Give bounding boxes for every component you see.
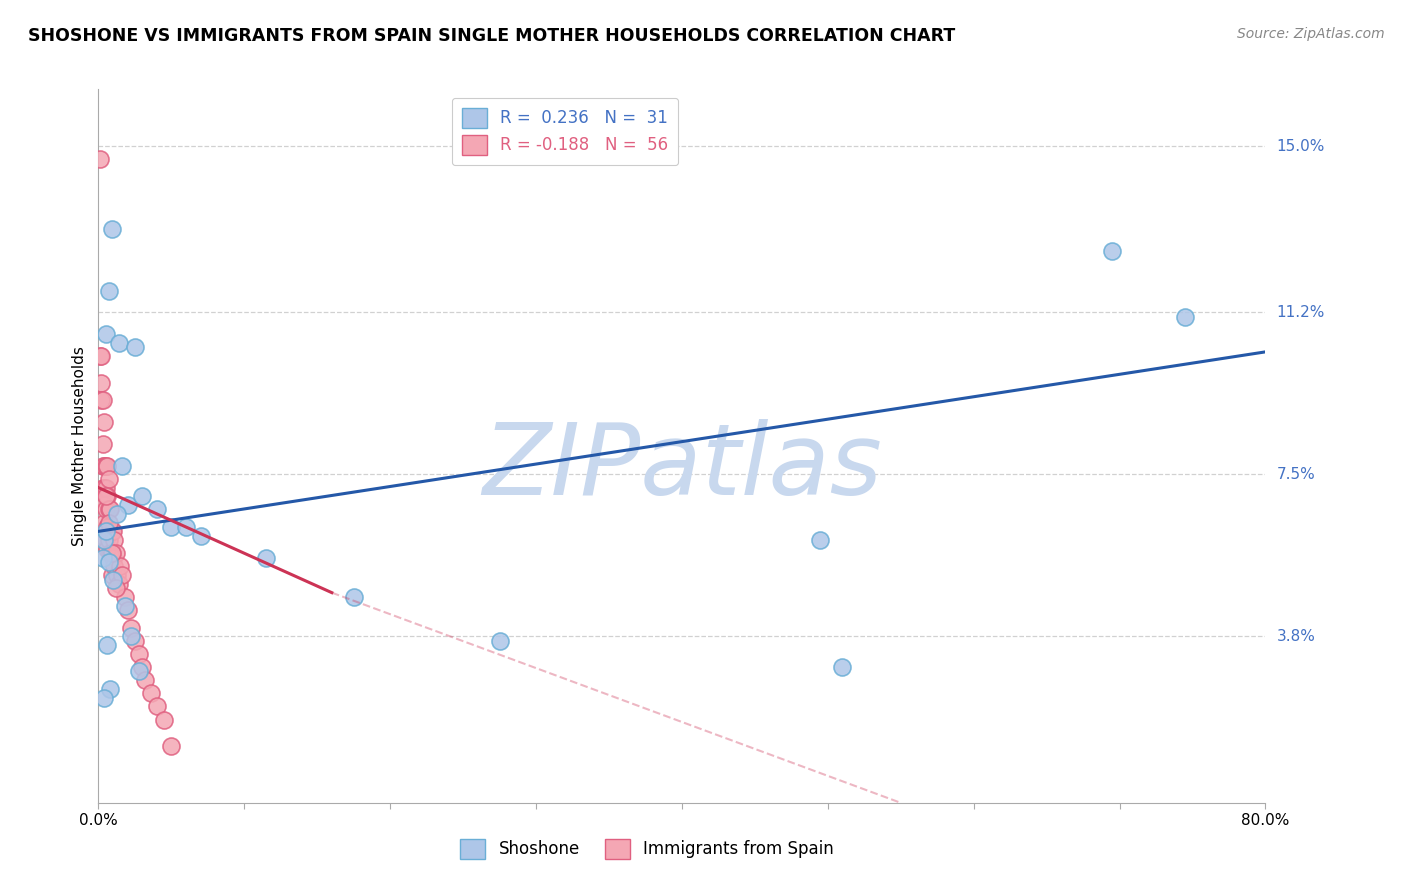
Point xyxy=(96,520,118,534)
Point xyxy=(98,502,121,516)
Point xyxy=(128,665,150,679)
Point xyxy=(93,458,115,473)
Point xyxy=(93,415,115,429)
Point xyxy=(97,284,120,298)
Point xyxy=(124,341,146,355)
Point xyxy=(94,533,117,548)
Point xyxy=(174,520,197,534)
Point xyxy=(117,603,139,617)
Point xyxy=(146,502,169,516)
Point xyxy=(100,222,122,236)
Point xyxy=(96,541,118,556)
Point xyxy=(103,533,125,548)
Point xyxy=(98,546,121,560)
Text: SHOSHONE VS IMMIGRANTS FROM SPAIN SINGLE MOTHER HOUSEHOLDS CORRELATION CHART: SHOSHONE VS IMMIGRANTS FROM SPAIN SINGLE… xyxy=(28,27,955,45)
Point xyxy=(104,582,127,596)
Point xyxy=(111,568,134,582)
Point xyxy=(134,673,156,688)
Point xyxy=(94,327,117,342)
Text: 7.5%: 7.5% xyxy=(1277,467,1315,482)
Point xyxy=(131,489,153,503)
Point xyxy=(190,529,212,543)
Point xyxy=(90,349,112,363)
Text: 11.2%: 11.2% xyxy=(1277,305,1324,320)
Point xyxy=(101,524,124,539)
Point xyxy=(91,550,114,565)
Point xyxy=(97,472,120,486)
Point xyxy=(101,573,124,587)
Point xyxy=(114,590,136,604)
Point xyxy=(104,546,127,560)
Point xyxy=(98,681,121,696)
Point xyxy=(128,647,150,661)
Point xyxy=(139,686,162,700)
Point xyxy=(254,550,277,565)
Point xyxy=(110,559,132,574)
Point xyxy=(101,550,124,565)
Point xyxy=(160,739,183,753)
Text: 3.8%: 3.8% xyxy=(1277,629,1316,644)
Point xyxy=(120,621,142,635)
Point xyxy=(96,458,118,473)
Point xyxy=(103,559,125,574)
Point xyxy=(93,533,115,548)
Point xyxy=(108,336,131,351)
Point xyxy=(97,555,120,569)
Text: Source: ZipAtlas.com: Source: ZipAtlas.com xyxy=(1237,27,1385,41)
Point xyxy=(96,638,118,652)
Point xyxy=(90,376,112,390)
Point xyxy=(93,481,115,495)
Point xyxy=(91,437,114,451)
Point xyxy=(93,516,115,530)
Point xyxy=(1101,244,1123,259)
Point xyxy=(89,349,111,363)
Point xyxy=(108,577,131,591)
Point xyxy=(94,502,117,516)
Y-axis label: Single Mother Households: Single Mother Households xyxy=(72,346,87,546)
Point xyxy=(105,507,128,521)
Point xyxy=(94,458,117,473)
Point xyxy=(97,516,120,530)
Point xyxy=(93,498,115,512)
Point xyxy=(488,633,510,648)
Point xyxy=(97,533,120,548)
Point xyxy=(111,458,134,473)
Point xyxy=(810,533,832,548)
Legend: Shoshone, Immigrants from Spain: Shoshone, Immigrants from Spain xyxy=(453,832,841,866)
Point xyxy=(1174,310,1197,324)
Point xyxy=(343,590,366,604)
Point xyxy=(146,699,169,714)
Point xyxy=(94,524,117,539)
Point xyxy=(91,392,114,407)
Point xyxy=(100,546,122,560)
Point xyxy=(94,481,117,495)
Point xyxy=(90,392,112,407)
Point xyxy=(100,524,122,539)
Point xyxy=(124,633,146,648)
Point xyxy=(97,502,120,516)
Point xyxy=(153,713,176,727)
Text: 15.0%: 15.0% xyxy=(1277,138,1324,153)
Point xyxy=(114,599,136,613)
Point xyxy=(105,568,128,582)
Point xyxy=(89,153,111,167)
Point xyxy=(100,568,122,582)
Point xyxy=(131,660,153,674)
Point xyxy=(91,458,114,473)
Point xyxy=(94,489,117,503)
Text: ZIPatlas: ZIPatlas xyxy=(482,419,882,516)
Point xyxy=(100,546,122,560)
Point xyxy=(120,629,142,643)
Point xyxy=(93,690,115,705)
Point xyxy=(831,660,853,674)
Point xyxy=(117,498,139,512)
Point xyxy=(160,520,183,534)
Point xyxy=(91,481,114,495)
Point xyxy=(98,524,121,539)
Point xyxy=(96,489,118,503)
